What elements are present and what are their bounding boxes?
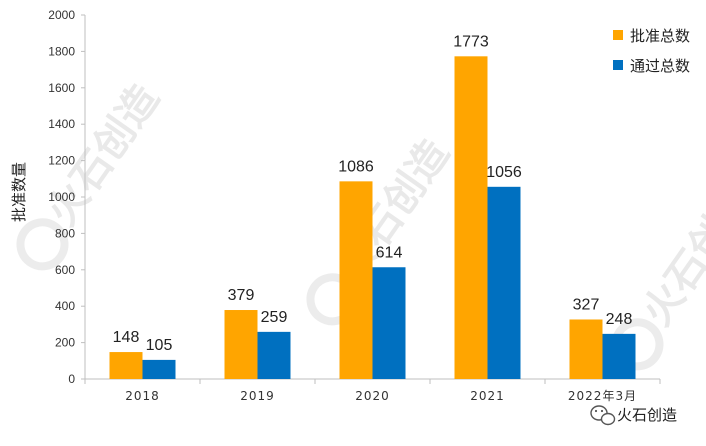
legend-label-approved: 批准总数 <box>630 27 690 45</box>
bar <box>569 319 603 379</box>
legend: 批准总数 通过总数 <box>613 27 690 75</box>
y-tick-label: 0 <box>68 372 75 386</box>
bar <box>339 181 373 379</box>
bar <box>142 359 176 379</box>
bar <box>257 331 291 379</box>
source-credit: 火石创造 <box>590 405 677 426</box>
data-label: 105 <box>146 337 173 354</box>
bar <box>454 56 488 380</box>
legend-label-passed: 通过总数 <box>630 57 690 75</box>
bar <box>372 267 406 379</box>
x-tick-label: 2021 <box>470 389 505 403</box>
y-tick-label: 2000 <box>48 8 75 22</box>
y-tick-label: 400 <box>55 299 75 313</box>
data-label: 1773 <box>453 33 489 50</box>
data-label: 248 <box>606 311 633 328</box>
y-tick-label: 800 <box>55 226 75 240</box>
watermark: 火石创造 <box>16 77 168 271</box>
y-tick-label: 200 <box>55 336 75 350</box>
data-label: 327 <box>573 296 600 313</box>
data-label: 614 <box>376 244 403 261</box>
bar <box>224 310 258 379</box>
data-label: 148 <box>113 329 140 346</box>
legend-swatch-passed <box>613 60 623 70</box>
x-tick-label: 2022年3月 <box>568 389 637 403</box>
svg-text:火石创造: 火石创造 <box>634 177 706 334</box>
y-tick-label: 1800 <box>48 44 75 58</box>
data-label: 1086 <box>338 158 374 175</box>
x-tick-label: 2019 <box>240 389 275 403</box>
credit-label: 火石创造 <box>617 406 677 424</box>
y-tick-label: 1600 <box>48 81 75 95</box>
y-tick-label: 1000 <box>48 190 75 204</box>
bar <box>109 352 143 379</box>
x-tick-label: 2020 <box>355 389 390 403</box>
bar <box>602 333 636 379</box>
data-label: 1056 <box>486 164 522 181</box>
y-tick-label: 1400 <box>48 117 75 131</box>
legend-swatch-approved <box>613 30 623 40</box>
data-label: 259 <box>261 309 288 326</box>
y-axis-label: 批准数量 <box>10 162 28 222</box>
y-tick-label: 1200 <box>48 154 75 168</box>
y-tick-label: 600 <box>55 263 75 277</box>
bar <box>487 186 521 379</box>
wechat-icon <box>590 405 616 426</box>
data-labels: 148 379 1086 1773 327 105 259 614 1056 248 <box>113 33 633 354</box>
x-tick-label: 2018 <box>125 389 160 403</box>
bars <box>109 56 636 380</box>
tick-labels: 0 200 400 600 800 1000 1200 1400 1600 1800 2000 201… <box>48 8 637 403</box>
data-label: 379 <box>228 287 255 304</box>
